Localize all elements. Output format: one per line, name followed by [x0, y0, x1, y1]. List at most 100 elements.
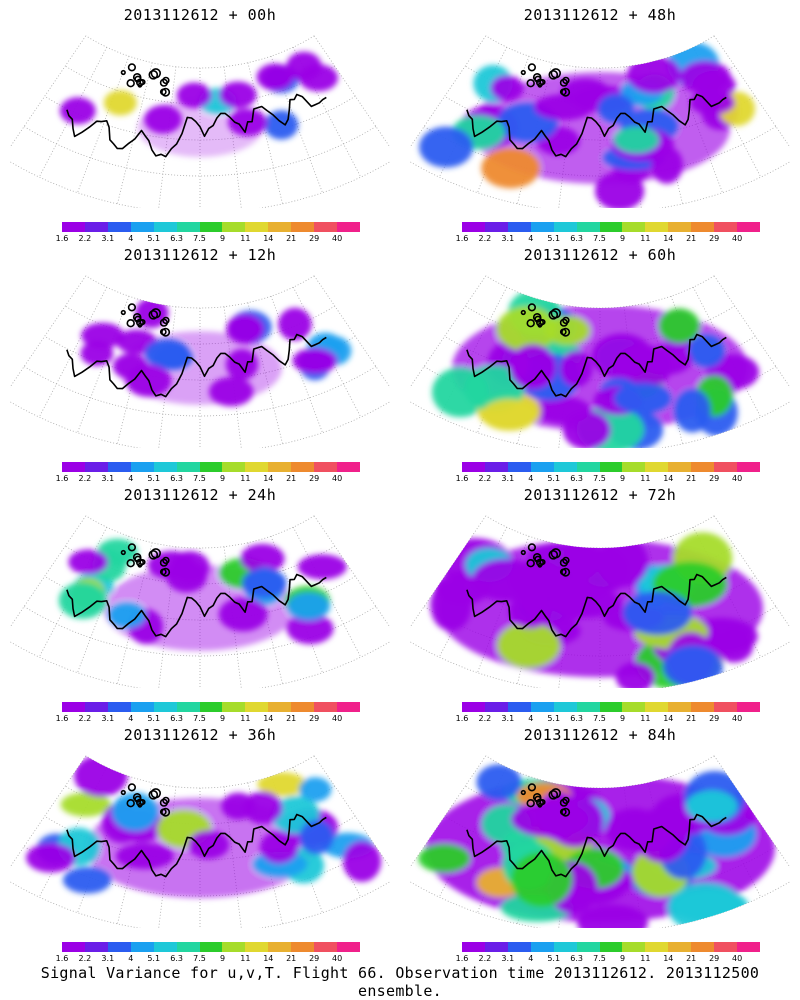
- colorbar-swatch: [337, 942, 360, 952]
- coastline: [66, 303, 327, 398]
- map-panel: 2013112612 + 00h 1.6 2.2 3.1 4 5.1 6.3 7.5 9 11 14…: [0, 0, 400, 244]
- polar-map: [10, 35, 390, 208]
- polar-map: [410, 275, 790, 448]
- colorbar-swatch: [576, 942, 600, 952]
- colorbar-tick-label: 4: [528, 714, 534, 723]
- colorbar-labels: 1.6 2.2 3.1 4 5.1 6.3 7.5 9 11 14 21 29 40: [456, 954, 760, 964]
- colorbar-tick-label: 2.2: [78, 714, 92, 723]
- colorbar-tick-label: 6.3: [170, 234, 183, 243]
- colorbar-tick-label: 29: [709, 714, 720, 723]
- colorbar-tick-label: 2.2: [78, 474, 92, 483]
- colorbar-swatch: [62, 702, 85, 712]
- colorbar-swatch: [62, 222, 85, 232]
- colorbar-swatch: [714, 222, 738, 232]
- panel-title: 2013112612 + 36h: [123, 726, 277, 744]
- colorbar-labels: 1.6 2.2 3.1 4 5.1 6.3 7.5 9 11 14 21 29 40: [456, 714, 760, 724]
- colorbar-swatch: [484, 462, 508, 472]
- colorbar-tick-label: 40: [732, 234, 743, 243]
- colorbar-swatch: [462, 462, 485, 472]
- colorbar-swatch: [484, 222, 508, 232]
- colorbar-swatch: [199, 222, 223, 232]
- map-panel: 2013112612 + 36h 1.6 2.2 3.1 4 5.1 6.3 7.5 9 11 14…: [0, 720, 400, 964]
- map-panel: 2013112612 + 24h 1.6 2.2 3.1 4 5.1 6.3 7.5 9 11 14…: [0, 480, 400, 724]
- colorbar-swatch: [222, 702, 246, 712]
- colorbar-tick-label: 9: [219, 714, 226, 723]
- panel-title: 2013112612 + 60h: [523, 246, 677, 264]
- colorbar-swatch: [314, 942, 338, 952]
- colorbar-swatch: [314, 702, 338, 712]
- colorbar-tick-label: 5.1: [147, 954, 161, 963]
- colorbar-labels: 1.6 2.2 3.1 4 5.1 6.3 7.5 9 11 14 21 29 40: [56, 234, 360, 244]
- map-panel: 2013112612 + 48h 1.6 2.2 3.1 4 5.1 6.3 7.5 9 11 14…: [400, 0, 800, 244]
- map-panel: 2013112612 + 12h 1.6 2.2 3.1 4 5.1 6.3 7.5 9 11 14…: [0, 240, 400, 484]
- colorbar: [62, 702, 360, 712]
- colorbar: [62, 942, 360, 952]
- colorbar-tick-label: 9: [619, 234, 626, 243]
- colorbar-tick-label: 14: [663, 954, 674, 963]
- colorbar-swatch: [645, 702, 669, 712]
- colorbar-swatch: [737, 462, 760, 472]
- colorbar-tick-label: 1.6: [455, 234, 469, 243]
- colorbar-swatch: [530, 222, 554, 232]
- colorbar-swatch: [691, 462, 715, 472]
- colorbar-tick-label: 4: [528, 474, 534, 483]
- colorbar-tick-label: 29: [309, 234, 320, 243]
- colorbar-tick-label: 40: [732, 714, 743, 723]
- colorbar-labels: 1.6 2.2 3.1 4 5.1 6.3 7.5 9 11 14 21 29 40: [456, 474, 760, 484]
- colorbar-swatch: [553, 462, 577, 472]
- colorbar-swatch: [107, 462, 131, 472]
- colorbar-tick-label: 11: [240, 714, 251, 723]
- colorbar-tick-label: 40: [332, 474, 343, 483]
- colorbar: [62, 222, 360, 232]
- colorbar-tick-label: 29: [309, 714, 320, 723]
- colorbar-swatch: [645, 942, 669, 952]
- colorbar-tick-label: 11: [640, 474, 651, 483]
- colorbar-tick-label: 4: [128, 714, 134, 723]
- colorbar-tick-label: 1.6: [55, 954, 69, 963]
- colorbar-tick-label: 9: [619, 474, 626, 483]
- colorbar-tick-label: 14: [263, 474, 274, 483]
- colorbar-swatch: [714, 702, 738, 712]
- coastline: [66, 63, 327, 158]
- colorbar-swatch: [84, 702, 108, 712]
- colorbar-swatch: [622, 942, 646, 952]
- colorbar-swatch: [553, 942, 577, 952]
- colorbar-swatch: [553, 222, 577, 232]
- colorbar: [62, 462, 360, 472]
- colorbar-swatch: [622, 222, 646, 232]
- colorbar-swatch: [714, 942, 738, 952]
- figure-caption: Signal Variance for u,v,T. Flight 66. Ob…: [40, 964, 760, 1000]
- colorbar-swatch: [668, 702, 692, 712]
- map-panel: 2013112612 + 72h 1.6 2.2 3.1 4 5.1 6.3 7.5 9 11 14…: [400, 480, 800, 724]
- colorbar-tick-label: 4: [128, 954, 134, 963]
- colorbar-tick-label: 7.5: [593, 234, 606, 243]
- colorbar-swatch: [507, 702, 531, 712]
- colorbar-tick-label: 6.3: [170, 954, 183, 963]
- variance-field: [418, 764, 775, 928]
- colorbar-tick-label: 1.6: [455, 714, 469, 723]
- colorbar-tick-label: 3.1: [501, 714, 515, 723]
- colorbar-swatch: [668, 462, 692, 472]
- coastline: [466, 783, 727, 878]
- colorbar-swatch: [337, 462, 360, 472]
- colorbar-swatch: [691, 942, 715, 952]
- colorbar-swatch: [599, 942, 623, 952]
- colorbar-tick-label: 7.5: [193, 714, 206, 723]
- colorbar-tick-label: 4: [528, 234, 534, 243]
- panel-title: 2013112612 + 12h: [123, 246, 277, 264]
- colorbar-tick-label: 21: [686, 954, 697, 963]
- colorbar-tick-label: 21: [686, 474, 697, 483]
- colorbar-swatch: [291, 702, 315, 712]
- colorbar-tick-label: 11: [240, 474, 251, 483]
- variance-field: [58, 538, 347, 651]
- colorbar-tick-label: 2.2: [78, 954, 92, 963]
- colorbar-tick-label: 6.3: [570, 234, 583, 243]
- colorbar-swatch: [130, 222, 154, 232]
- colorbar-tick-label: 3.1: [501, 954, 515, 963]
- colorbar-swatch: [668, 942, 692, 952]
- colorbar-swatch: [337, 222, 360, 232]
- colorbar-swatch: [153, 222, 177, 232]
- colorbar-swatch: [337, 702, 360, 712]
- colorbar-swatch: [153, 942, 177, 952]
- map-panel: 2013112612 + 84h 1.6 2.2 3.1 4 5.1 6.3 7.5 9 11 14…: [400, 720, 800, 964]
